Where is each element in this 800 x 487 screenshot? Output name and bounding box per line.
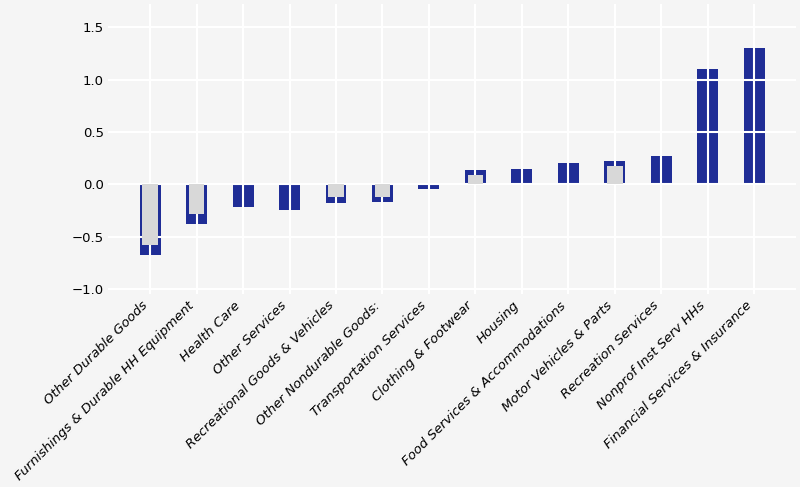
Bar	[465, 169, 486, 184]
Bar	[372, 184, 393, 202]
Bar	[744, 48, 765, 184]
Bar	[650, 156, 672, 184]
Bar	[279, 184, 300, 210]
Bar	[142, 184, 158, 245]
Bar	[326, 184, 346, 203]
Bar	[374, 184, 390, 197]
Bar	[467, 175, 483, 184]
Bar	[607, 167, 622, 184]
Bar	[511, 169, 532, 184]
Bar	[186, 184, 207, 224]
Bar	[698, 69, 718, 184]
Bar	[418, 184, 439, 189]
Bar	[140, 184, 161, 255]
Bar	[189, 184, 205, 213]
Bar	[604, 161, 626, 184]
Bar	[328, 184, 344, 197]
Bar	[233, 184, 254, 207]
Bar	[558, 163, 578, 184]
